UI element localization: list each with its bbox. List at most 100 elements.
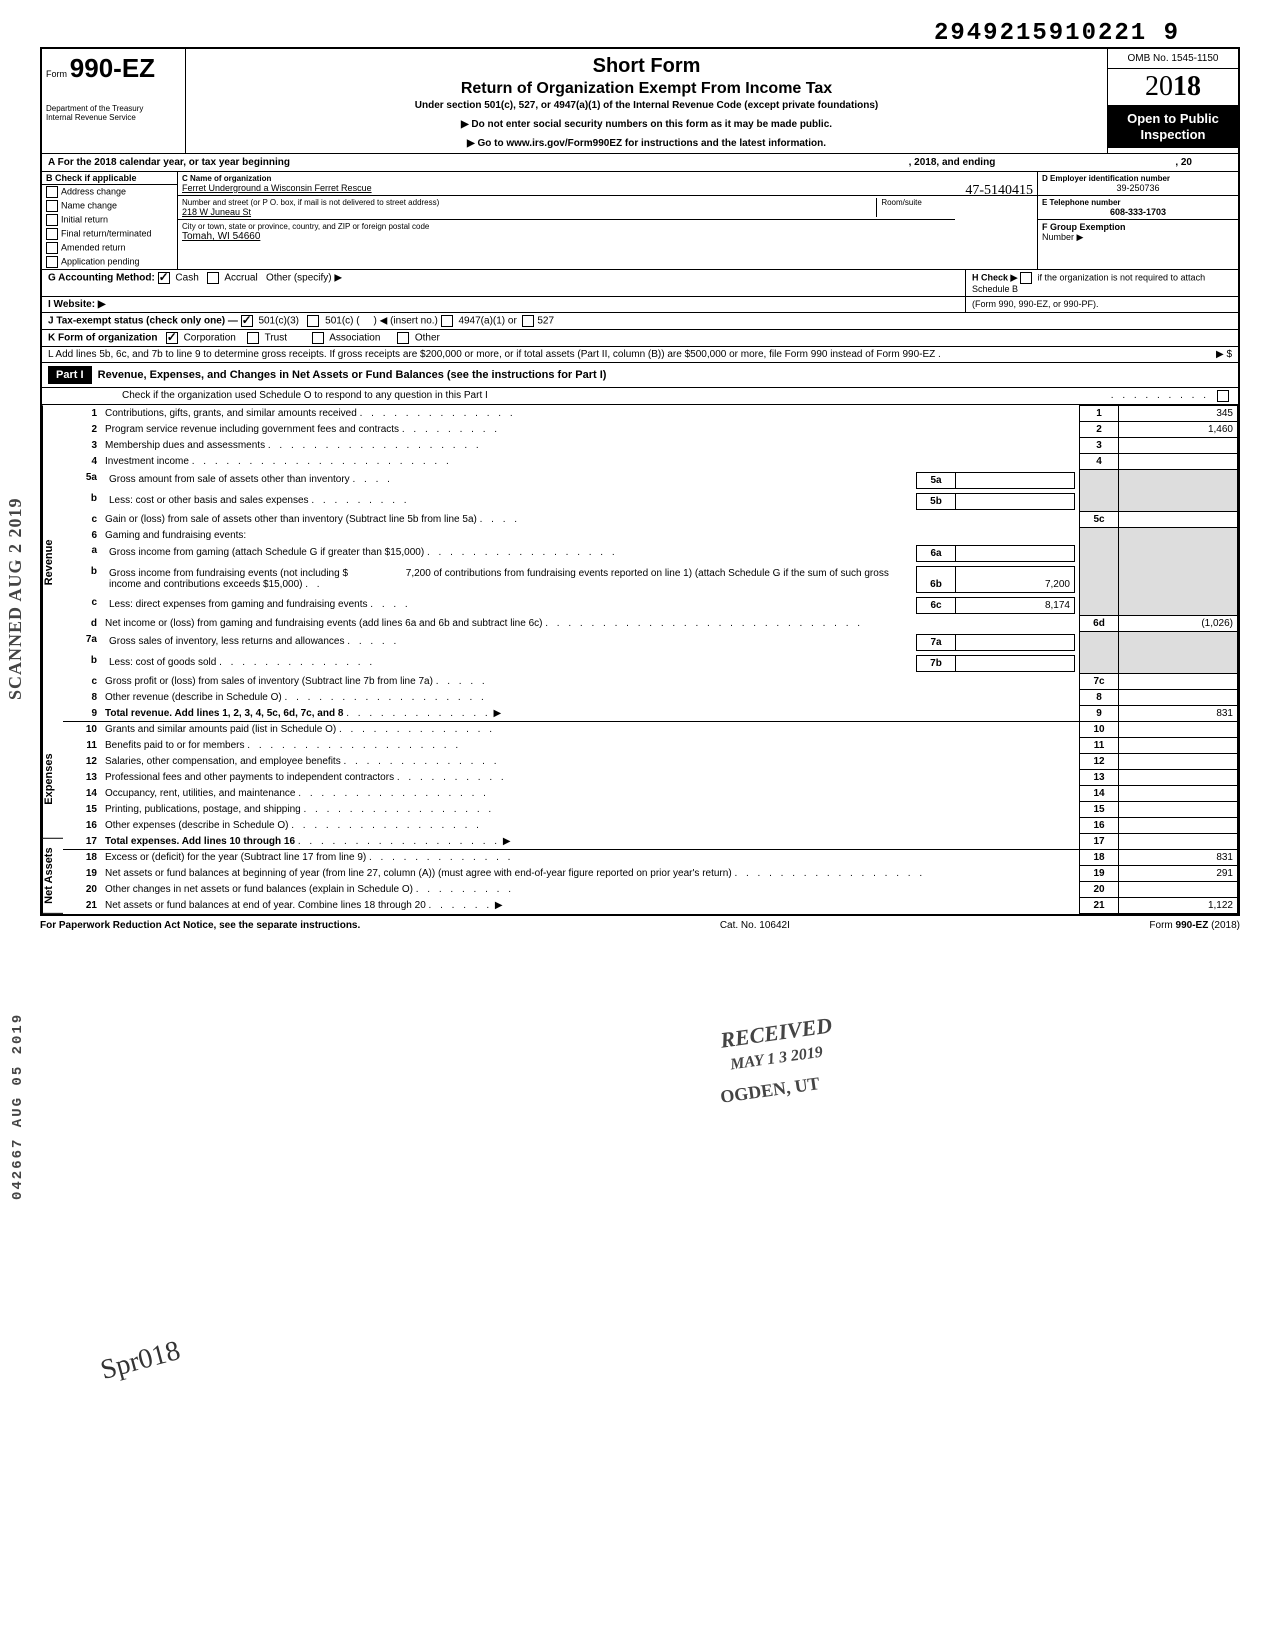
col-d: D Employer identification number 39-2507…: [1038, 172, 1238, 269]
check-name-change[interactable]: Name change: [42, 199, 177, 213]
line-a-label: A For the 2018 calendar year, or tax yea…: [48, 157, 290, 168]
row-k: K Form of organization Corporation Trust…: [42, 330, 1238, 347]
open-to-public: Open to Public Inspection: [1108, 105, 1238, 148]
check-501c[interactable]: [307, 315, 319, 327]
ein-handwritten: 47-5140415: [965, 183, 1033, 199]
ein-box: D Employer identification number 39-2507…: [1038, 172, 1238, 196]
dept1: Department of the Treasury: [46, 104, 181, 113]
addr-row: Number and street (or P O. box, if mail …: [178, 196, 955, 220]
check-trust[interactable]: [247, 332, 259, 344]
side-netassets: Net Assets: [42, 839, 63, 914]
line-6d: dNet income or (loss) from gaming and fu…: [63, 616, 1238, 632]
signature: Spr018: [97, 1335, 183, 1387]
dots-icon: . . . . . . . . .: [1111, 390, 1209, 402]
lbl-name-change: Name change: [61, 200, 117, 210]
line-9: 9Total revenue. Add lines 1, 2, 3, 4, 5c…: [63, 706, 1238, 722]
group-label: F Group Exemption: [1042, 222, 1234, 232]
year-prefix: 20: [1145, 71, 1173, 102]
j-501c3: 501(c)(3): [258, 316, 299, 327]
note-ssn: ▶ Do not enter social security numbers o…: [194, 119, 1099, 130]
line-13: 13Professional fees and other payments t…: [63, 770, 1238, 786]
label-room: Room/suite: [881, 198, 951, 207]
form-header: Form 990-EZ Department of the Treasury I…: [42, 49, 1238, 154]
k-label: K Form of organization: [48, 333, 157, 344]
g-accrual: Accrual: [224, 273, 257, 284]
group-number: Number ▶: [1042, 232, 1234, 243]
check-address-change[interactable]: Address change: [42, 185, 177, 199]
line-17: 17Total expenses. Add lines 10 through 1…: [63, 834, 1238, 850]
part1-body: Revenue Expenses Net Assets 1Contributio…: [42, 405, 1238, 914]
check-amended[interactable]: Amended return: [42, 241, 177, 255]
note-url: ▶ Go to www.irs.gov/Form990EZ for instru…: [194, 138, 1099, 149]
public2: Inspection: [1110, 127, 1236, 143]
line-6c: cLess: direct expenses from gaming and f…: [63, 595, 1238, 616]
org-name-row: C Name of organization Ferret Undergroun…: [178, 172, 1037, 196]
label-addr: Number and street (or P O. box, if mail …: [182, 198, 876, 207]
line-6b: bGross income from fundraising events (n…: [63, 564, 1238, 595]
row-gh: G Accounting Method: Cash Accrual Other …: [42, 270, 1238, 297]
tracking-number: 2949215910221 9: [40, 20, 1240, 47]
check-501c3[interactable]: [241, 315, 253, 327]
dept2: Internal Revenue Service: [46, 113, 181, 122]
col-b-header: B Check if applicable: [42, 172, 177, 185]
j-insert: ) ◀ (insert no.): [374, 316, 438, 327]
group-box: F Group Exemption Number ▶: [1038, 220, 1238, 245]
check-accrual[interactable]: [207, 272, 219, 284]
lines-table: 1Contributions, gifts, grants, and simil…: [63, 405, 1238, 914]
subtitle: Under section 501(c), 527, or 4947(a)(1)…: [194, 100, 1099, 111]
line-15: 15Printing, publications, postage, and s…: [63, 802, 1238, 818]
stamp-aug: 042667 AUG 05 2019: [10, 1013, 26, 1200]
check-corp[interactable]: [166, 332, 178, 344]
part1-sub-text: Check if the organization used Schedule …: [122, 390, 1111, 402]
check-assoc[interactable]: [312, 332, 324, 344]
line-2: 2Program service revenue including gover…: [63, 422, 1238, 438]
i-label: I Website: ▶: [48, 299, 106, 310]
form-990-number: 990-EZ: [70, 53, 155, 83]
tel-box: E Telephone number 608-333-1703: [1038, 196, 1238, 220]
year-bold: 18: [1173, 71, 1201, 102]
line-5a: 5aGross amount from sale of assets other…: [63, 470, 1238, 491]
tel-label: E Telephone number: [1042, 198, 1234, 207]
stamp-received: RECEIVED: [719, 1012, 834, 1053]
line-5c: cGain or (loss) from sale of assets othe…: [63, 512, 1238, 528]
check-initial-return[interactable]: Initial return: [42, 213, 177, 227]
lbl-pending: Application pending: [61, 256, 140, 266]
check-cash[interactable]: [158, 272, 170, 284]
footer-mid: Cat. No. 10642I: [720, 920, 790, 931]
row-i: I Website: ▶ (Form 990, 990-EZ, or 990-P…: [42, 297, 1238, 313]
lbl-final: Final return/terminated: [61, 228, 152, 238]
section-bcd: B Check if applicable Address change Nam…: [42, 172, 1238, 270]
col-b: B Check if applicable Address change Nam…: [42, 172, 178, 269]
footer: For Paperwork Reduction Act Notice, see …: [40, 916, 1240, 935]
line-7c: cGross profit or (loss) from sales of in…: [63, 674, 1238, 690]
footer-left: For Paperwork Reduction Act Notice, see …: [40, 920, 360, 931]
check-other[interactable]: [397, 332, 409, 344]
org-addr: 218 W Juneau St: [182, 207, 876, 217]
stamp-ogden: OGDEN, UT: [719, 1073, 821, 1108]
tel-value: 608-333-1703: [1042, 207, 1234, 217]
org-name: Ferret Underground a Wisconsin Ferret Re…: [182, 183, 372, 193]
line-8: 8Other revenue (describe in Schedule O) …: [63, 690, 1238, 706]
check-h[interactable]: [1020, 272, 1032, 284]
g-other: Other (specify) ▶: [266, 273, 342, 284]
form-number-box: Form 990-EZ Department of the Treasury I…: [42, 49, 186, 153]
check-4947[interactable]: [441, 315, 453, 327]
j-527: 527: [537, 316, 554, 327]
check-app-pending[interactable]: Application pending: [42, 255, 177, 269]
k-trust: Trust: [265, 333, 287, 344]
lbl-initial: Initial return: [61, 214, 108, 224]
check-527[interactable]: [522, 315, 534, 327]
line-11: 11Benefits paid to or for members . . . …: [63, 738, 1238, 754]
i-form-note: (Form 990, 990-EZ, or 990-PF).: [965, 297, 1238, 312]
check-schedule-o[interactable]: [1217, 390, 1229, 402]
line-20: 20Other changes in net assets or fund ba…: [63, 882, 1238, 898]
side-expenses: Expenses: [42, 720, 63, 839]
label-org-name: C Name of organization: [182, 174, 1033, 183]
omb-box: OMB No. 1545-1150 2018 Open to Public In…: [1108, 49, 1238, 153]
line-19: 19Net assets or fund balances at beginni…: [63, 866, 1238, 882]
tax-year: 2018: [1108, 69, 1238, 105]
line-14: 14Occupancy, rent, utilities, and mainte…: [63, 786, 1238, 802]
check-final-return[interactable]: Final return/terminated: [42, 227, 177, 241]
title-short-form: Short Form: [194, 55, 1099, 78]
line-5b: bLess: cost or other basis and sales exp…: [63, 491, 1238, 512]
